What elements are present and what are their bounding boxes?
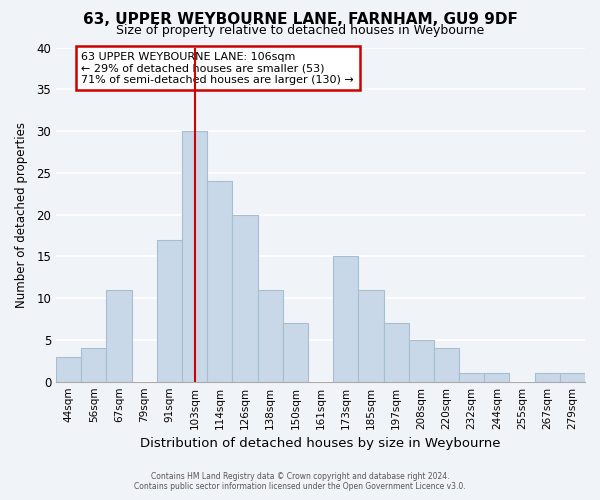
Bar: [257, 290, 283, 382]
Bar: [484, 374, 509, 382]
Bar: [409, 340, 434, 382]
Bar: [157, 240, 182, 382]
Text: 63, UPPER WEYBOURNE LANE, FARNHAM, GU9 9DF: 63, UPPER WEYBOURNE LANE, FARNHAM, GU9 9…: [83, 12, 517, 28]
Bar: [560, 374, 585, 382]
Bar: [56, 356, 81, 382]
X-axis label: Distribution of detached houses by size in Weybourne: Distribution of detached houses by size …: [140, 437, 501, 450]
Text: 63 UPPER WEYBOURNE LANE: 106sqm
← 29% of detached houses are smaller (53)
71% of: 63 UPPER WEYBOURNE LANE: 106sqm ← 29% of…: [81, 52, 354, 85]
Bar: [182, 131, 207, 382]
Bar: [283, 323, 308, 382]
Bar: [333, 256, 358, 382]
Bar: [232, 214, 257, 382]
Bar: [459, 374, 484, 382]
Bar: [81, 348, 106, 382]
Text: Contains HM Land Registry data © Crown copyright and database right 2024.
Contai: Contains HM Land Registry data © Crown c…: [134, 472, 466, 491]
Bar: [434, 348, 459, 382]
Y-axis label: Number of detached properties: Number of detached properties: [15, 122, 28, 308]
Bar: [535, 374, 560, 382]
Bar: [383, 323, 409, 382]
Bar: [207, 181, 232, 382]
Bar: [358, 290, 383, 382]
Text: Size of property relative to detached houses in Weybourne: Size of property relative to detached ho…: [116, 24, 484, 37]
Bar: [106, 290, 131, 382]
